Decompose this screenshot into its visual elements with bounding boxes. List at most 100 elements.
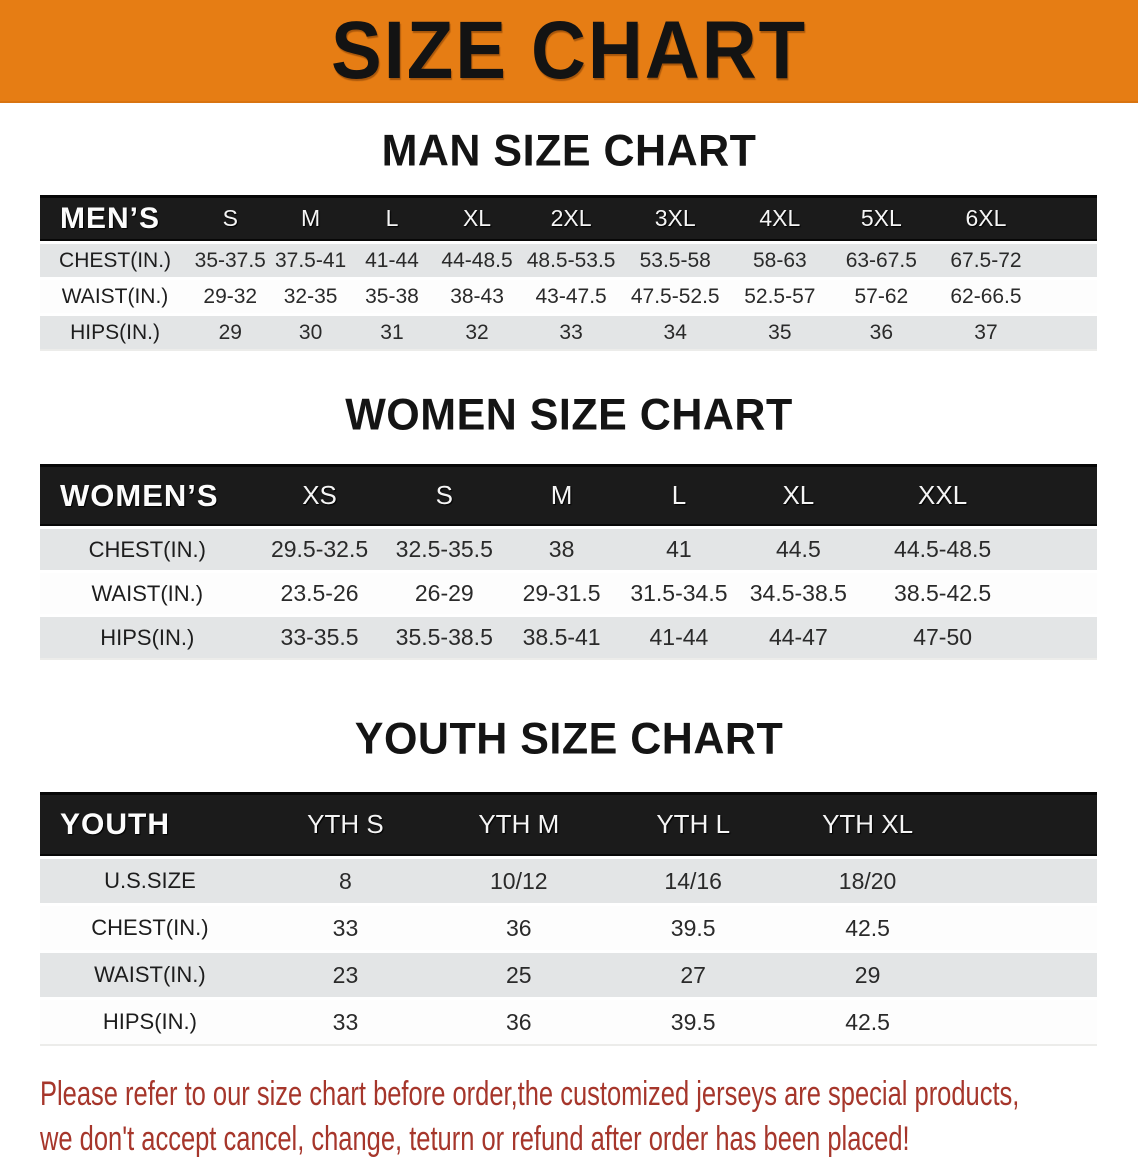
disclaimer-line-1: Please refer to our size chart before or… <box>40 1075 1020 1113</box>
row-filler <box>955 950 1097 997</box>
size-value: 29 <box>190 313 271 351</box>
row-filler <box>1027 526 1097 570</box>
size-value: 23 <box>259 950 432 997</box>
measure-label: HIPS(IN.) <box>40 313 191 351</box>
size-value: 14/16 <box>606 856 780 903</box>
size-value: 18/20 <box>779 856 956 903</box>
table-row: CHEST(IN.) 33 36 39.5 42.5 <box>40 903 1097 950</box>
size-value: 32.5-35.5 <box>384 526 504 570</box>
size-value: 36 <box>431 997 607 1046</box>
size-value: 43-47.5 <box>520 277 622 313</box>
measure-label: U.S.SIZE <box>40 856 260 903</box>
table-row: CHEST(IN.) 35-37.5 37.5-41 41-44 44-48.5… <box>40 241 1097 277</box>
table-row: WAIST(IN.) 23.5-26 26-29 29-31.5 31.5-34… <box>40 570 1097 614</box>
size-column-header: S <box>384 464 504 526</box>
size-value: 41-44 <box>350 241 434 277</box>
table-row: U.S.SIZE 8 10/12 14/16 18/20 <box>40 856 1097 903</box>
table-row: WAIST(IN.) 29-32 32-35 35-38 38-43 43-47… <box>40 277 1097 313</box>
size-value: 63-67.5 <box>830 241 933 277</box>
size-value: 35-37.5 <box>190 241 271 277</box>
measure-label: WAIST(IN.) <box>40 277 191 313</box>
size-value: 44.5 <box>738 526 859 570</box>
row-filler <box>955 903 1097 950</box>
size-value: 57-62 <box>830 277 933 313</box>
size-column-header: YTH M <box>431 792 607 856</box>
womens-size-table: WOMEN’S XS S M L XL XXL CHEST(IN.) 29.5-… <box>40 464 1097 660</box>
size-value: 38.5-42.5 <box>858 570 1028 614</box>
mens-chart-title: MAN SIZE CHART <box>381 126 757 176</box>
size-column-header: YTH XL <box>779 792 956 856</box>
size-column-header: XXL <box>858 464 1028 526</box>
size-column-header: 3XL <box>621 195 730 241</box>
size-value: 36 <box>830 313 933 351</box>
size-column-header: XL <box>433 195 521 241</box>
size-value: 33 <box>520 313 622 351</box>
size-value: 32 <box>433 313 521 351</box>
size-value: 39.5 <box>606 903 780 950</box>
size-column-header: YTH L <box>606 792 780 856</box>
size-value: 47-50 <box>858 614 1028 660</box>
size-value: 44-48.5 <box>433 241 521 277</box>
size-value: 33 <box>259 903 432 950</box>
size-column-header: S <box>190 195 271 241</box>
measure-label: WAIST(IN.) <box>40 570 255 614</box>
table-row: CHEST(IN.) 29.5-32.5 32.5-35.5 38 41 44.… <box>40 526 1097 570</box>
size-value: 47.5-52.5 <box>621 277 730 313</box>
size-value: 30 <box>270 313 351 351</box>
size-value: 32-35 <box>270 277 351 313</box>
banner: SIZE CHART <box>0 0 1138 103</box>
size-value: 29-32 <box>190 277 271 313</box>
size-value: 44-47 <box>738 614 859 660</box>
size-column-header: XL <box>738 464 859 526</box>
size-column-header: 4XL <box>729 195 831 241</box>
size-value: 33-35.5 <box>254 614 385 660</box>
youth-corner-label: YOUTH <box>40 792 260 856</box>
row-filler <box>1039 241 1097 277</box>
size-column-header: L <box>350 195 434 241</box>
mens-size-table: MEN’S S M L XL 2XL 3XL 4XL 5XL 6XL CHEST… <box>40 195 1097 351</box>
row-filler <box>955 856 1097 903</box>
size-value: 26-29 <box>384 570 504 614</box>
size-column-header: 2XL <box>520 195 622 241</box>
measure-label: HIPS(IN.) <box>40 997 260 1046</box>
mens-header-row: MEN’S S M L XL 2XL 3XL 4XL 5XL 6XL <box>40 195 1097 241</box>
size-value: 52.5-57 <box>729 277 831 313</box>
size-column-header: L <box>619 464 739 526</box>
youth-chart-title: YOUTH SIZE CHART <box>354 714 784 764</box>
disclaimer-text: Please refer to our size chart before or… <box>40 1072 1020 1162</box>
size-value: 48.5-53.5 <box>520 241 622 277</box>
size-value: 29.5-32.5 <box>254 526 385 570</box>
size-value: 31 <box>350 313 434 351</box>
disclaimer-line-2: we don't accept cancel, change, teturn o… <box>40 1120 910 1158</box>
header-filler <box>955 792 1097 856</box>
size-value: 8 <box>259 856 432 903</box>
measure-label: HIPS(IN.) <box>40 614 255 660</box>
size-value: 44.5-48.5 <box>858 526 1028 570</box>
size-value: 42.5 <box>779 903 956 950</box>
youth-header-row: YOUTH YTH S YTH M YTH L YTH XL <box>40 792 1097 856</box>
size-value: 37 <box>932 313 1040 351</box>
page-title: SIZE CHART <box>331 4 807 96</box>
size-value: 31.5-34.5 <box>619 570 739 614</box>
measure-label: CHEST(IN.) <box>40 903 260 950</box>
size-column-header: 6XL <box>932 195 1040 241</box>
size-value: 42.5 <box>779 997 956 1046</box>
size-column-header: M <box>504 464 620 526</box>
size-value: 25 <box>431 950 607 997</box>
header-filler <box>1027 464 1097 526</box>
womens-chart-title: WOMEN SIZE CHART <box>345 390 793 440</box>
size-value: 23.5-26 <box>254 570 385 614</box>
size-value: 41 <box>619 526 739 570</box>
size-column-header: YTH S <box>259 792 432 856</box>
table-row: HIPS(IN.) 29 30 31 32 33 34 35 36 37 <box>40 313 1097 351</box>
size-value: 38.5-41 <box>504 614 620 660</box>
size-value: 29 <box>779 950 956 997</box>
size-value: 53.5-58 <box>621 241 730 277</box>
womens-corner-label: WOMEN’S <box>40 464 255 526</box>
size-value: 35.5-38.5 <box>384 614 504 660</box>
row-filler <box>1039 313 1097 351</box>
row-filler <box>1027 614 1097 660</box>
size-column-header: 5XL <box>830 195 933 241</box>
size-value: 41-44 <box>619 614 739 660</box>
size-column-header: XS <box>254 464 385 526</box>
